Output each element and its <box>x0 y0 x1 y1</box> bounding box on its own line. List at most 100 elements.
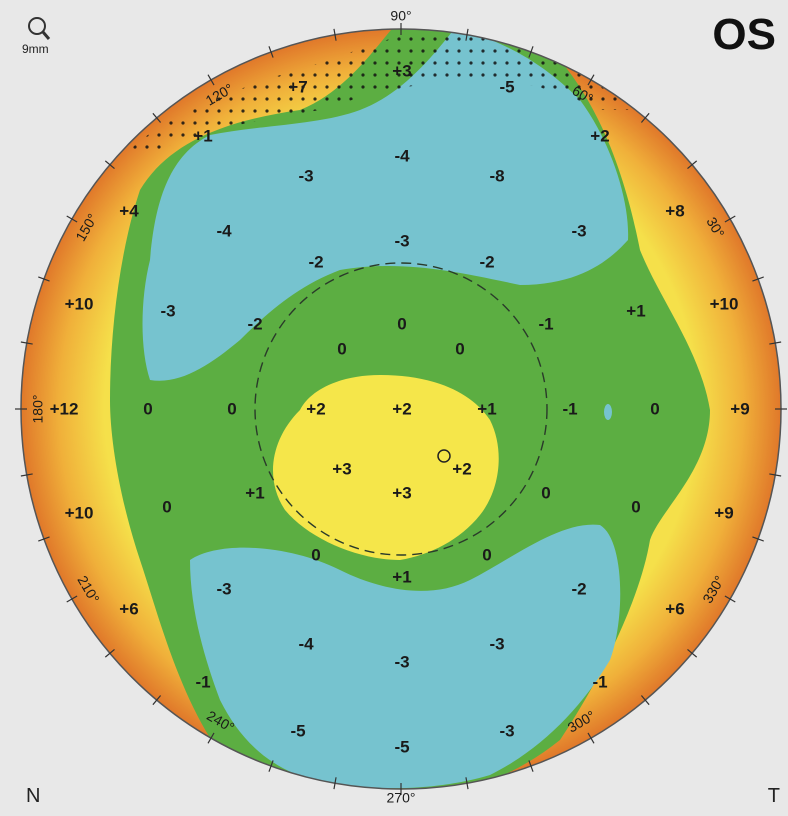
elevation-value: +3 <box>332 459 351 478</box>
tick-mark <box>104 648 115 658</box>
elevation-value: +3 <box>392 61 411 80</box>
elevation-value: -5 <box>290 721 305 740</box>
tick-mark <box>20 341 33 345</box>
elevation-value: -5 <box>394 737 409 756</box>
elevation-value: +12 <box>50 399 79 418</box>
elevation-value: -4 <box>216 221 232 240</box>
elevation-value: 0 <box>482 545 491 564</box>
elevation-value: +1 <box>626 301 645 320</box>
elevation-value: -5 <box>499 77 514 96</box>
tick-mark <box>724 215 736 223</box>
scale-label: 9mm <box>22 42 49 56</box>
tick-mark <box>66 595 78 603</box>
tick-mark <box>465 28 469 41</box>
tick-mark <box>20 473 33 477</box>
tick-mark <box>268 760 274 772</box>
elevation-value: +8 <box>665 201 684 220</box>
degree-label: 90° <box>390 8 411 24</box>
tick-mark <box>769 473 782 477</box>
elevation-value: -3 <box>298 166 313 185</box>
degree-label: 180° <box>30 395 46 424</box>
elevation-value: +1 <box>245 483 264 502</box>
pupil-center-marker <box>437 449 451 463</box>
blue-spot <box>604 404 612 420</box>
elevation-value: +10 <box>65 503 94 522</box>
elevation-value: -3 <box>394 231 409 250</box>
tick-mark <box>207 732 215 744</box>
elevation-value: 0 <box>337 339 346 358</box>
elevation-value: +2 <box>590 126 609 145</box>
elevation-value: -3 <box>489 634 504 653</box>
tick-mark <box>333 28 337 41</box>
elevation-value: 0 <box>143 399 152 418</box>
tick-mark <box>752 536 764 542</box>
temporal-label: T <box>767 785 780 807</box>
elevation-value: -1 <box>538 314 553 333</box>
magnifier-icon[interactable] <box>22 14 62 60</box>
elevation-value: -4 <box>298 634 314 653</box>
elevation-value: -1 <box>195 672 210 691</box>
elevation-value: +1 <box>392 567 411 586</box>
elevation-value: 0 <box>162 497 171 516</box>
elevation-value: -3 <box>394 652 409 671</box>
tick-mark <box>104 160 115 170</box>
tick-mark <box>687 648 698 658</box>
upper-blue-zone <box>142 29 629 381</box>
elevation-value: 0 <box>631 497 640 516</box>
tick-mark <box>752 276 764 282</box>
elevation-value: +10 <box>65 294 94 313</box>
elevation-value: +3 <box>392 483 411 502</box>
elevation-value: +1 <box>477 399 496 418</box>
tick-mark <box>268 46 274 58</box>
elevation-value: 0 <box>455 339 464 358</box>
elevation-value: -3 <box>160 301 175 320</box>
eye-label: OS <box>712 10 776 59</box>
tick-mark <box>38 276 50 282</box>
elevation-value: 0 <box>311 545 320 564</box>
tick-mark <box>769 341 782 345</box>
elevation-value: -1 <box>592 672 607 691</box>
elevation-value: +10 <box>710 294 739 313</box>
elevation-value: +6 <box>665 599 684 618</box>
elevation-value: +1 <box>193 126 212 145</box>
elevation-value: -4 <box>394 146 410 165</box>
elevation-value: -2 <box>479 252 494 271</box>
elevation-value: +2 <box>452 459 471 478</box>
elevation-value: -2 <box>571 579 586 598</box>
elevation-value: -2 <box>247 314 262 333</box>
tick-mark <box>687 160 698 170</box>
tick-mark <box>587 732 595 744</box>
tick-mark <box>528 46 534 58</box>
pupil-outline <box>254 262 548 556</box>
elevation-value: +4 <box>119 201 139 220</box>
elevation-value: -3 <box>499 721 514 740</box>
nasal-label: N <box>26 785 41 807</box>
elevation-value: +2 <box>306 399 325 418</box>
degree-label: 270° <box>387 790 416 806</box>
central-yellow-zone <box>273 375 499 560</box>
elevation-value: 0 <box>397 314 406 333</box>
elevation-value: +9 <box>714 503 733 522</box>
elevation-value: 0 <box>227 399 236 418</box>
lower-blue-zone <box>190 524 621 789</box>
tick-mark <box>333 777 337 790</box>
elevation-value: -3 <box>216 579 231 598</box>
elevation-value: -8 <box>489 166 504 185</box>
tick-mark <box>152 695 162 706</box>
tick-mark <box>640 112 650 123</box>
elevation-value: -2 <box>308 252 323 271</box>
elevation-value: +6 <box>119 599 138 618</box>
tick-mark <box>66 215 78 223</box>
elevation-value: 0 <box>541 483 550 502</box>
elevation-value: +2 <box>392 399 411 418</box>
elevation-value: -1 <box>562 399 577 418</box>
elevation-value: +9 <box>730 399 749 418</box>
elevation-value: +7 <box>288 77 307 96</box>
elevation-value: -3 <box>571 221 586 240</box>
elevation-value: 0 <box>650 399 659 418</box>
tick-mark <box>152 112 162 123</box>
dotted-zone <box>130 30 640 150</box>
tick-mark <box>207 74 215 86</box>
tick-mark <box>38 536 50 542</box>
